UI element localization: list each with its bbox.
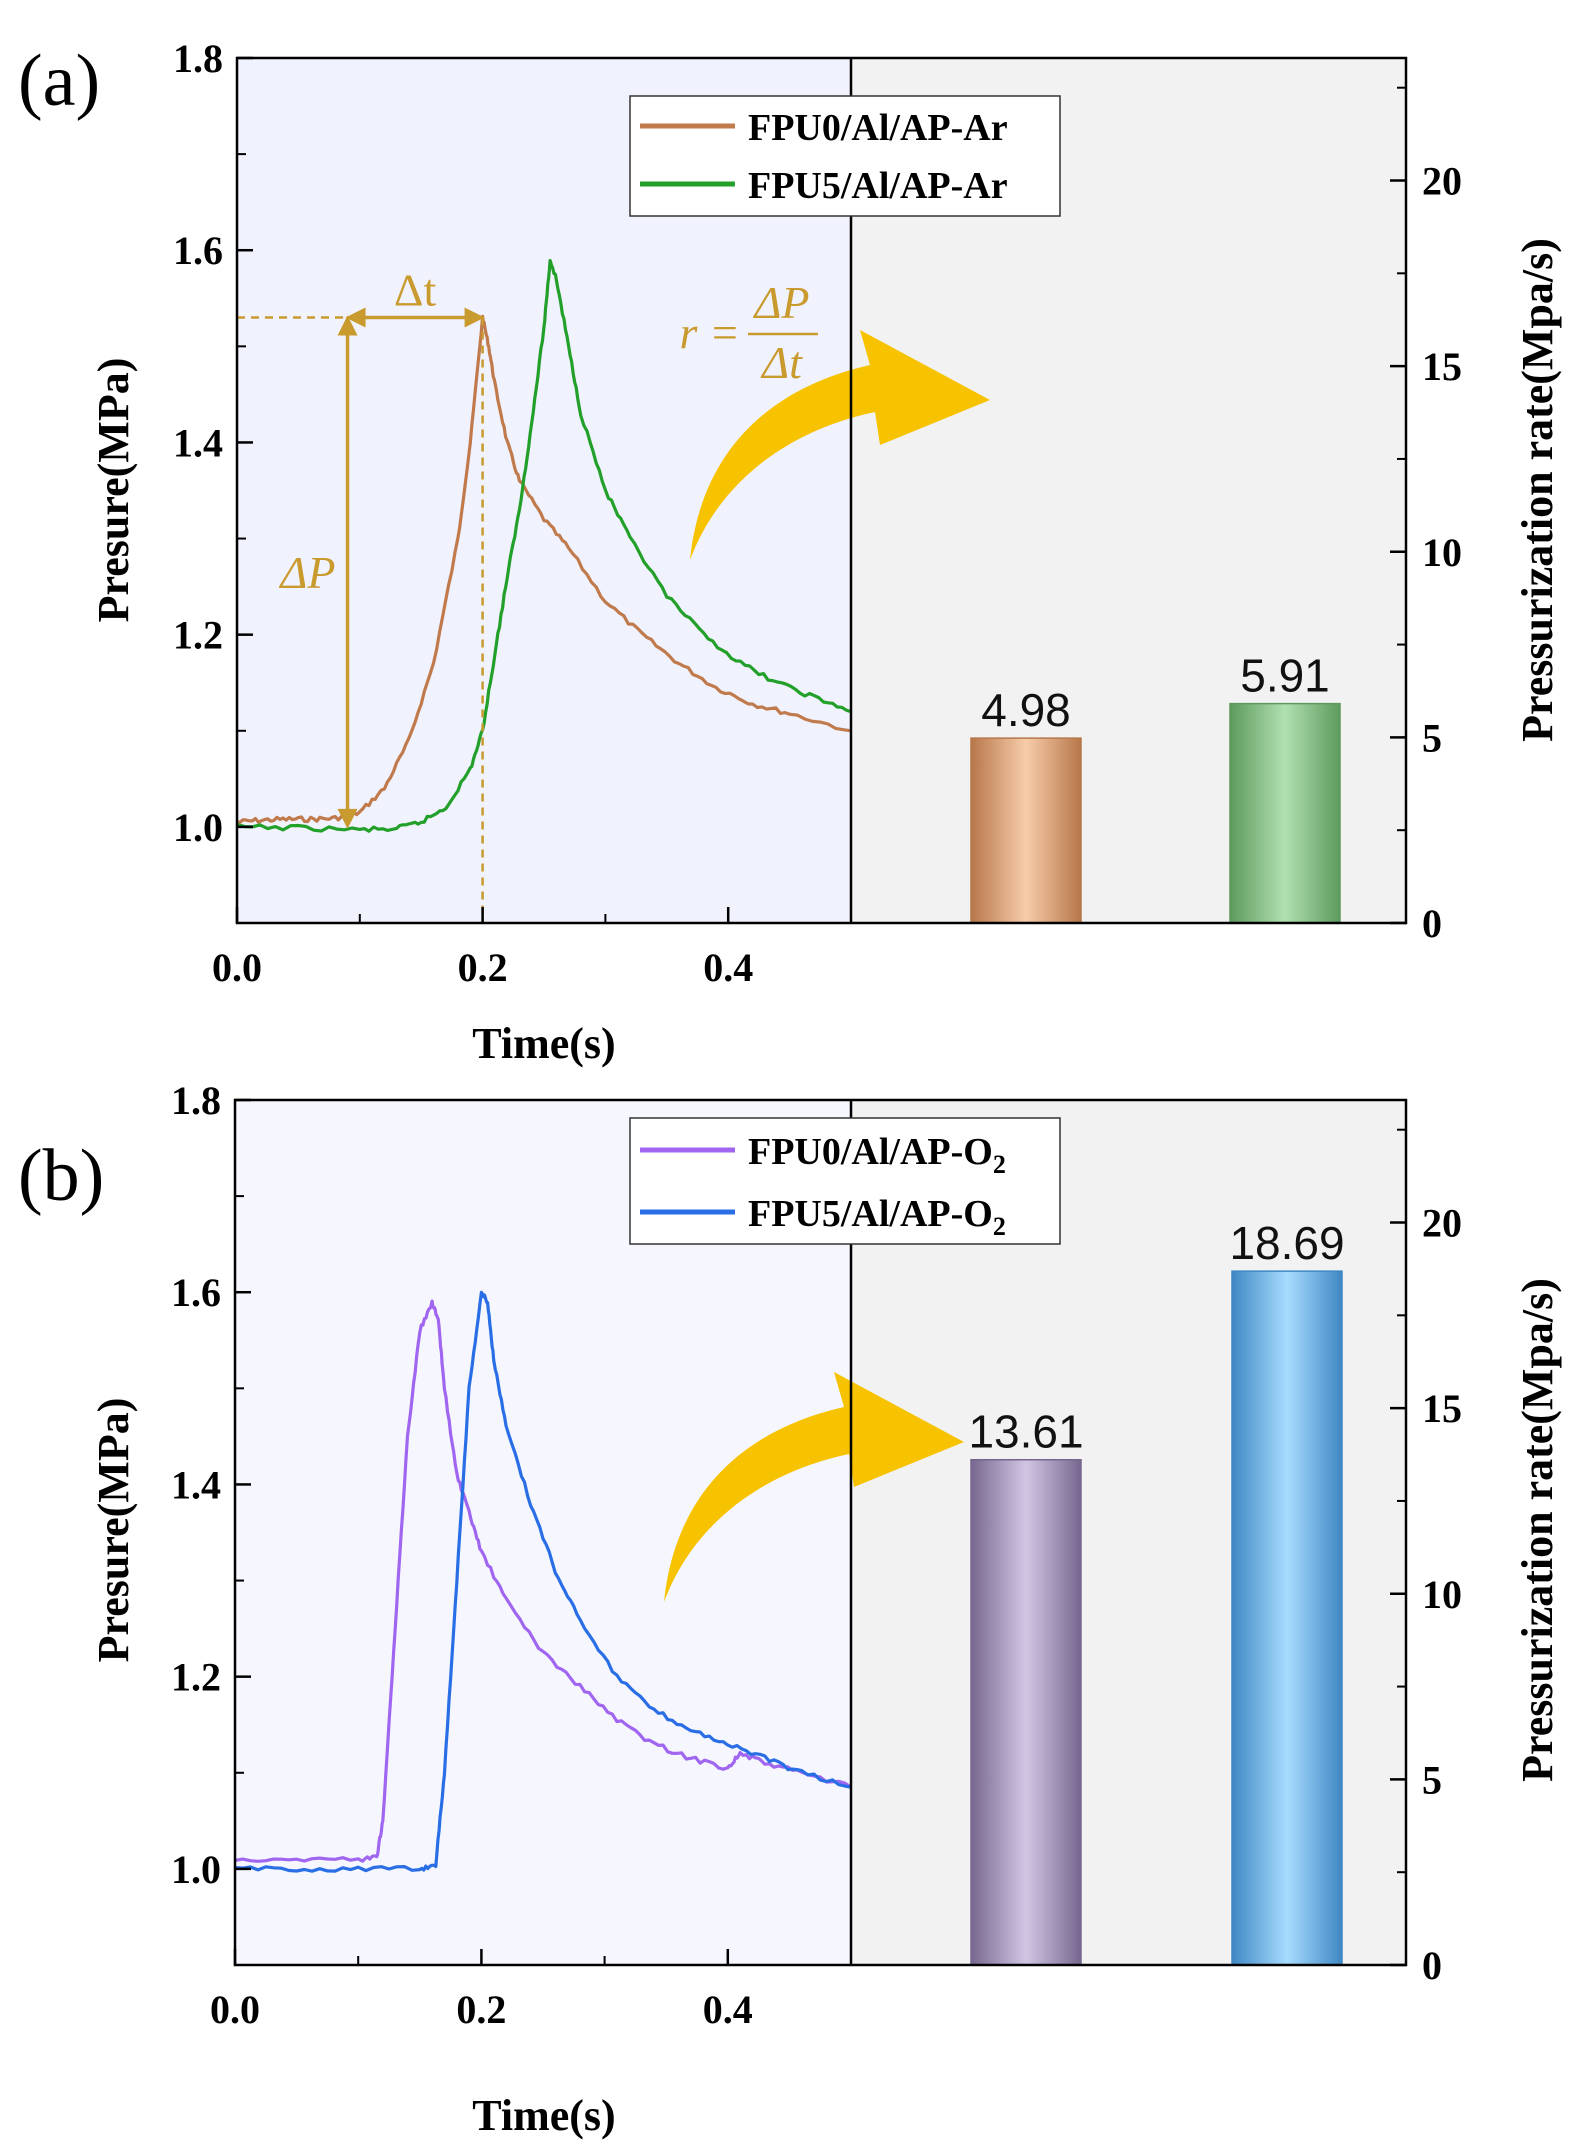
y2tick-label-a-0: 0 — [1422, 901, 1442, 946]
panel-b-legend-entry-1-text: FPU5/Al/AP-O — [748, 1193, 993, 1235]
delta-p-arrowhead-top — [337, 315, 358, 336]
panel-b: 13.61 18.69 1.0 1.2 1.4 1.6 1.8 0 5 10 15 20 0.0 0.2… — [18, 1078, 1562, 2140]
delta-t-arrowhead-left — [345, 307, 366, 328]
panel-a-ylabel: Presure(MPa) — [89, 358, 138, 623]
panel-a-frame — [235, 56, 1408, 925]
panel-b-legend-box — [629, 1117, 1061, 1245]
xtick-label-a-2: 0.4 — [703, 945, 753, 990]
bar-value-label-b-0: 13.61 — [968, 1406, 1083, 1458]
panel-b-legend-entry-1: FPU5/Al/AP-O2 — [748, 1193, 1006, 1241]
panel-b-series — [234, 1290, 852, 1873]
series-line-b-0 — [234, 1299, 852, 1863]
panel-b-xlabel: Time(s) — [472, 2091, 615, 2140]
y2tick-label-b-3: 15 — [1422, 1386, 1462, 1431]
ytick-label-b-0: 1.0 — [171, 1847, 221, 1892]
panel-b-legend-entry-1-sub: 2 — [993, 1212, 1006, 1241]
curved-arrow-icon-a — [690, 330, 990, 560]
series-line-b-1 — [234, 1290, 852, 1873]
ytick-label-b-2: 1.4 — [171, 1462, 221, 1507]
panel-b-legend: FPU0/Al/AP-O2 FPU5/Al/AP-O2 — [629, 1117, 1061, 1245]
series-line-a-0 — [236, 314, 852, 824]
panel-a-legend: FPU0/Al/AP-Ar FPU5/Al/AP-Ar — [629, 95, 1061, 217]
delta-p-arrowhead-bottom — [337, 808, 358, 829]
y2tick-label-a-3: 15 — [1422, 344, 1462, 389]
delta-p-label: ΔP — [278, 547, 335, 598]
y2tick-label-b-4: 20 — [1422, 1201, 1462, 1246]
panel-a-legend-entry-0: FPU0/Al/AP-Ar — [748, 107, 1008, 149]
panel-a-y2label: Pressurization rate(Mpa/s) — [1513, 238, 1562, 742]
bar-a-1 — [1229, 702, 1341, 924]
panel-b-legend-entry-0-text: FPU0/Al/AP-O — [748, 1131, 993, 1173]
y2tick-label-b-2: 10 — [1422, 1572, 1462, 1617]
panel-b-ylabel: Presure(MPa) — [89, 1398, 138, 1663]
panel-b-label: (b) — [18, 1135, 104, 1217]
bar-b-1 — [1231, 1270, 1343, 1966]
series-line-a-1 — [236, 258, 852, 833]
panel-a-series — [236, 258, 852, 833]
panel-a-bars: 4.98 5.91 — [970, 650, 1341, 924]
panel-b-y2label: Pressurization rate(Mpa/s) — [1513, 1278, 1562, 1782]
ytick-label-a-2: 1.4 — [173, 420, 223, 465]
bar-value-label-a-0: 4.98 — [981, 684, 1071, 736]
bar-a-0 — [970, 737, 1082, 924]
xtick-label-a-0: 0.0 — [212, 945, 262, 990]
bar-b-0 — [970, 1458, 1082, 1966]
panel-b-annotations — [664, 1372, 964, 1602]
ytick-label-b-1: 1.2 — [171, 1655, 221, 1700]
y2tick-label-a-1: 5 — [1422, 715, 1442, 760]
ytick-label-a-0: 1.0 — [173, 805, 223, 850]
y2tick-label-b-1: 5 — [1422, 1757, 1442, 1802]
ytick-label-b-4: 1.8 — [171, 1078, 221, 1123]
delta-t-label: Δt — [394, 265, 437, 316]
panel-a-xlabel: Time(s) — [472, 1019, 615, 1068]
panel-b-bars: 13.61 18.69 — [968, 1217, 1345, 1966]
xtick-label-a-1: 0.2 — [458, 945, 508, 990]
bar-value-label-a-1: 5.91 — [1240, 650, 1330, 702]
ytick-label-a-1: 1.2 — [173, 613, 223, 658]
panel-a-label: (a) — [18, 40, 100, 122]
formula-r-label: r = — [680, 307, 740, 358]
delta-t-arrowhead-right — [464, 307, 485, 328]
panel-b-ticks: 1.0 1.2 1.4 1.6 1.8 0 5 10 15 20 0.0 0.2 0.4 — [171, 1078, 1462, 2032]
panel-b-legend-entry-0-sub: 2 — [993, 1150, 1006, 1179]
ytick-label-a-4: 1.8 — [173, 36, 223, 81]
y2tick-label-b-0: 0 — [1422, 1943, 1442, 1988]
xtick-label-b-2: 0.4 — [703, 1987, 753, 2032]
panel-a-ticks: 1.0 1.2 1.4 1.6 1.8 0 5 10 15 20 0.0 0.2 0.4 — [173, 36, 1462, 990]
ytick-label-b-3: 1.6 — [171, 1270, 221, 1315]
formula-denominator: Δt — [760, 337, 803, 388]
panel-a-legend-box — [629, 95, 1061, 217]
panel-b-legend-entry-0: FPU0/Al/AP-O2 — [748, 1131, 1006, 1179]
panel-b-frame — [233, 1098, 1408, 1967]
curved-arrow-icon-b — [664, 1372, 964, 1602]
y2tick-label-a-4: 20 — [1422, 159, 1462, 204]
panel-a-legend-entry-1: FPU5/Al/AP-Ar — [748, 165, 1008, 207]
xtick-label-b-1: 0.2 — [456, 1987, 506, 2032]
ytick-label-a-3: 1.6 — [173, 228, 223, 273]
formula-numerator: ΔP — [752, 277, 809, 328]
y2tick-label-a-2: 10 — [1422, 530, 1462, 575]
xtick-label-b-0: 0.0 — [210, 1987, 260, 2032]
bar-value-label-b-1: 18.69 — [1229, 1217, 1344, 1269]
